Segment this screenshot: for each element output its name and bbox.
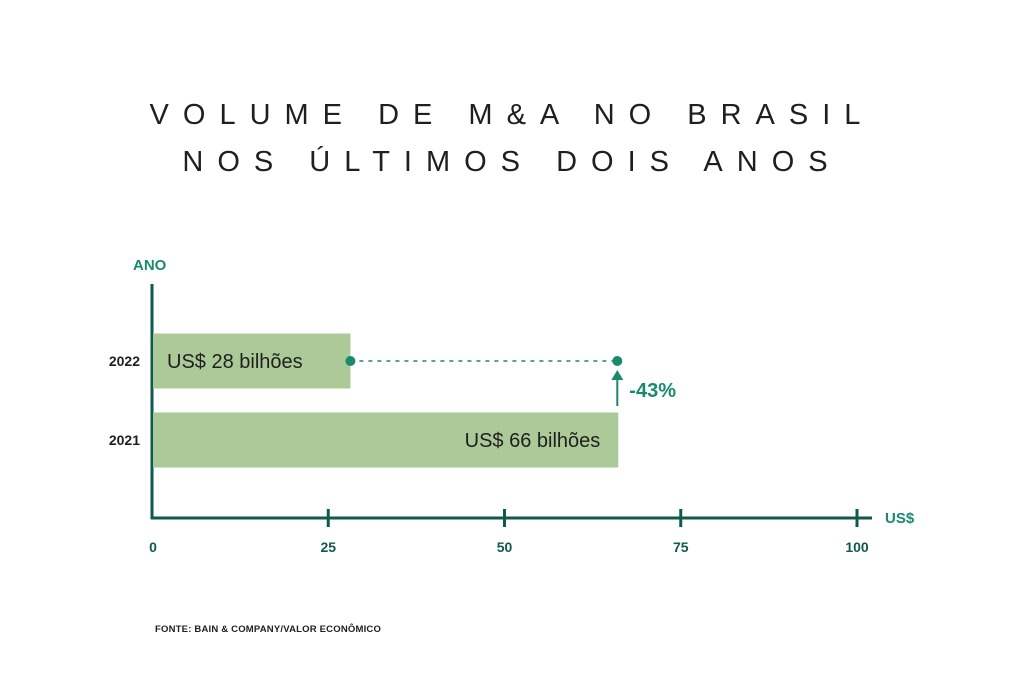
- chart-title: VOLUME DE M&A NO BRASIL NOS ÚLTIMOS DOIS…: [0, 92, 1024, 186]
- y-axis-title: ANO: [133, 257, 167, 274]
- bar-2021: [153, 412, 619, 468]
- x-tick-label-25: 25: [320, 539, 336, 555]
- x-tick-label-0: 0: [149, 539, 157, 555]
- source-note: FONTE: BAIN & COMPANY/VALOR ECONÔMICO: [155, 624, 382, 635]
- x-tick-label-50: 50: [497, 539, 513, 555]
- x-tick-label-75: 75: [673, 539, 689, 555]
- connector-end-dot: [612, 356, 623, 366]
- x-axis-title: US$: [885, 510, 915, 527]
- x-tick-label-100: 100: [845, 539, 869, 555]
- change-arrow-head: [611, 370, 624, 380]
- y-tick-label-2022: 2022: [109, 353, 140, 369]
- title-line-1: VOLUME DE M&A NO BRASIL: [149, 99, 875, 131]
- bar-2022: [153, 333, 351, 389]
- title-line-2: NOS ÚLTIMOS DOIS ANOS: [182, 146, 842, 178]
- change-percentage-label: -43%: [629, 380, 676, 402]
- connector-start-dot: [345, 356, 356, 366]
- bar-label-2022: US$ 28 bilhões: [167, 351, 303, 373]
- bar-label-2021: US$ 66 bilhões: [465, 430, 601, 452]
- y-tick-label-2021: 2021: [109, 432, 140, 448]
